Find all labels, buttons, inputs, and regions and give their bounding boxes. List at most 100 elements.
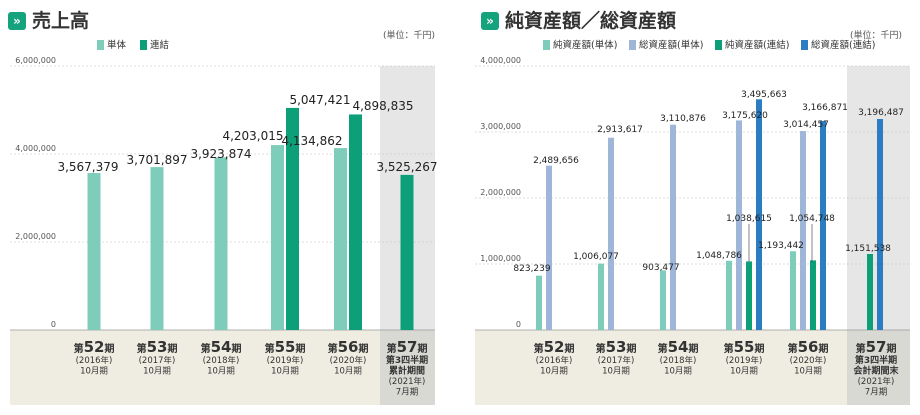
category-prefix: 第 [596,342,606,355]
category-sublabel: (2020年) [330,355,367,366]
data-label: 3,196,487 [858,108,904,118]
data-label: 5,047,421 [289,93,350,107]
category-suffix: 期 [167,342,177,355]
bar-0-1 [150,167,164,330]
category-sublabel: 10月期 [334,367,362,377]
bar-0-1 [598,263,604,330]
category-label: 第54期 [658,338,699,356]
category-prefix: 第 [328,342,338,355]
data-label: 1,054,748 [789,214,835,224]
legend-label: 単体 [107,39,127,51]
data-label: 3,701,897 [126,153,187,167]
category-label: 第55期 [265,338,306,356]
category-suffix: 期 [754,342,764,355]
category-sublabel: 10月期 [730,367,758,377]
bar-1-3 [286,107,299,330]
sales-unit-label: (単位：千円) [383,31,436,41]
category-sublabel: (2019年) [267,355,304,366]
category-prefix: 第 [137,342,147,355]
category-label: 第52期 [534,338,575,356]
category-sublabel: 7月期 [865,388,887,398]
y-tick-label: 0 [516,320,521,329]
category-label: 第55期 [724,338,765,356]
data-label: 4,203,015 [222,129,283,143]
legend-swatch [629,40,636,50]
data-label: 3,175,620 [722,111,768,121]
category-sublabel: (2016年) [536,355,573,366]
bar-1-5 [400,174,414,330]
data-label: 2,913,617 [597,125,643,135]
category-sublabel: 10月期 [143,367,171,377]
bar-3-4 [820,120,826,330]
category-sublabel: (2017年) [139,355,176,366]
category-prefix: 第 [265,342,275,355]
data-label: 2,489,656 [533,156,579,166]
bar-0-2 [214,157,228,330]
category-number: 53 [606,338,627,356]
category-suffix: 期 [688,342,698,355]
bar-1-3 [736,120,742,330]
bar-1-0 [546,165,552,330]
bar-1-4 [800,131,806,330]
category-number: 54 [668,338,689,356]
category-sublabel: 累計期間 [389,365,425,377]
category-prefix: 第 [387,342,397,355]
category-sublabel: 10月期 [207,367,235,377]
category-sublabel: (2019年) [726,355,763,366]
category-sublabel: 10月期 [271,367,299,377]
category-number: 54 [211,338,232,356]
bar-1-2 [670,124,676,330]
category-suffix: 期 [104,342,114,355]
latest-category-band [847,330,910,405]
category-sublabel: 10月期 [540,367,568,377]
bar-2-3 [746,261,752,330]
category-prefix: 第 [856,342,866,355]
legend-swatch [715,40,722,50]
category-prefix: 第 [658,342,668,355]
data-label: 1,193,442 [758,241,804,251]
category-number: 52 [544,338,565,356]
data-label: 3,110,876 [660,114,706,124]
data-label: 1,048,786 [696,251,742,261]
category-band [10,330,435,405]
bar-0-4 [334,148,347,330]
category-number: 55 [275,338,296,356]
category-number: 52 [84,338,105,356]
bar-0-3 [726,260,732,330]
data-label: 3,567,379 [57,160,118,174]
legend-swatch [543,40,550,50]
legend-swatch [140,40,147,50]
data-label: 4,898,835 [352,99,413,113]
bar-3-3 [756,99,762,330]
assets-unit-label: (単位：千円) [850,31,903,41]
category-sublabel: 10月期 [664,367,692,377]
category-suffix: 期 [818,342,828,355]
category-number: 57 [397,338,418,356]
legend-label: 連結 [150,39,170,51]
y-tick-label: 2,000,000 [480,188,521,197]
category-prefix: 第 [724,342,734,355]
bar-0-4 [790,251,796,330]
category-sublabel: 第3四半期 [855,354,897,366]
bar-0-2 [660,270,666,330]
data-label: 4,134,862 [281,134,342,148]
data-label: 1,038,615 [726,214,772,224]
category-band [475,330,910,405]
legend-label: 総資産額(連結) [811,39,875,51]
category-number: 55 [734,338,755,356]
data-label: 3,166,871 [802,103,848,113]
bar-1-1 [608,137,614,330]
legend-label: 総資産額(単体) [639,39,703,51]
category-number: 56 [338,338,359,356]
y-tick-label: 2,000,000 [15,232,56,241]
category-sublabel: (2016年) [76,355,113,366]
y-tick-label: 4,000,000 [15,144,56,153]
category-label: 第56期 [328,338,369,356]
category-number: 57 [866,338,887,356]
category-number: 53 [147,338,168,356]
category-sublabel: 第3四半期 [386,354,428,366]
bar-0-3 [271,145,284,330]
y-tick-label: 1,000,000 [480,254,521,263]
sales-title-text: 売上高 [32,10,90,32]
